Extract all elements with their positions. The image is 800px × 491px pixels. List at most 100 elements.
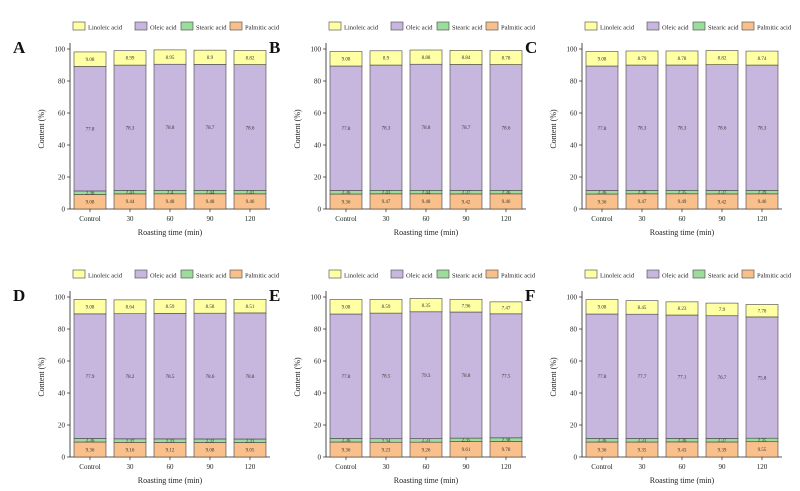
data-label-linoleic: 7.47 xyxy=(502,307,511,312)
y-axis-title: Content (%) xyxy=(549,357,558,397)
bar-segment-oleic xyxy=(193,64,227,191)
legend-swatch-linoleic xyxy=(584,269,598,279)
data-label-stearic: 2.36 xyxy=(86,439,95,444)
x-tick-label: 90 xyxy=(207,215,215,223)
data-label-palmitic: 9.08 xyxy=(206,449,215,454)
data-label-palmitic: 9.44 xyxy=(126,200,135,205)
bar-segment-oleic xyxy=(113,64,147,191)
bar-segment-oleic xyxy=(153,312,187,440)
y-tick-label: 0 xyxy=(574,206,578,214)
bar-segment-oleic xyxy=(329,65,363,191)
y-tick-label: 20 xyxy=(314,422,322,430)
bar-segment-oleic xyxy=(329,313,363,439)
legend-swatch-linoleic xyxy=(584,21,598,31)
data-label-oleic: 78.3 xyxy=(126,127,135,132)
bar-segment-oleic xyxy=(113,313,147,440)
panel-label: C xyxy=(525,38,537,57)
bar-segment-linoleic xyxy=(489,301,523,315)
bar-segment-oleic xyxy=(585,65,619,191)
legend-label-linoleic: Linoleic acid xyxy=(600,273,635,280)
y-tick-label: 60 xyxy=(570,110,578,118)
bar-segment-oleic xyxy=(665,64,699,191)
data-label-oleic: 78.3 xyxy=(678,126,687,131)
data-label-stearic: 2.36 xyxy=(598,439,607,444)
bar-segment-linoleic xyxy=(449,298,483,313)
bar-segment-linoleic xyxy=(625,300,659,315)
data-label-oleic: 77.8 xyxy=(86,128,95,133)
data-label-palmitic: 9.47 xyxy=(382,200,391,205)
data-label-stearic: 2.4 xyxy=(167,191,174,196)
data-label-linoleic: 8.79 xyxy=(638,57,647,62)
bar-segment-oleic xyxy=(73,313,107,439)
data-label-stearic: 2.31 xyxy=(246,440,255,445)
y-axis-title: Content (%) xyxy=(293,357,302,397)
legend-label-stearic: Stearic acid xyxy=(452,273,483,280)
data-label-stearic: 2.36 xyxy=(638,191,647,196)
bar-segment-linoleic xyxy=(329,51,363,67)
y-tick-label: 80 xyxy=(58,78,66,86)
bar-segment-linoleic xyxy=(665,50,699,66)
y-axis-title: Content (%) xyxy=(37,357,46,397)
x-tick-label: 30 xyxy=(127,215,135,223)
data-label-palmitic: 9.36 xyxy=(598,200,607,205)
data-label-oleic: 79.3 xyxy=(422,374,431,379)
legend-swatch-oleic xyxy=(390,21,404,31)
x-tick-label: 60 xyxy=(679,215,687,223)
data-label-stearic: 2.34 xyxy=(382,439,391,444)
data-label-oleic: 78.3 xyxy=(758,127,767,132)
data-label-palmitic: 9.46 xyxy=(502,200,511,205)
data-label-palmitic: 9.12 xyxy=(166,449,175,454)
data-label-palmitic: 9.42 xyxy=(462,200,471,205)
x-axis-title: Roasting time (min) xyxy=(650,228,715,237)
data-label-linoleic: 8.35 xyxy=(422,304,431,309)
x-axis-title: Roasting time (min) xyxy=(394,476,459,485)
y-tick-label: 80 xyxy=(314,326,322,334)
legend-label-oleic: Oleic acid xyxy=(662,273,689,280)
bar-segment-oleic xyxy=(369,312,403,440)
bar-segment-linoleic xyxy=(369,50,403,66)
data-label-palmitic: 9.48 xyxy=(206,200,215,205)
data-label-stearic: 2.37 xyxy=(718,439,727,444)
legend-swatch-oleic xyxy=(134,21,148,31)
data-label-linoleic: 8.95 xyxy=(166,56,175,61)
y-tick-label: 60 xyxy=(58,358,66,366)
chart-panel-b: B Linoleic acid Oleic acid Stearic acid Palm… xyxy=(269,21,536,237)
bar-segment-oleic xyxy=(489,64,523,191)
y-tick-label: 100 xyxy=(55,294,66,302)
data-label-palmitic: 9.36 xyxy=(342,200,351,205)
legend-label-stearic: Stearic acid xyxy=(708,25,739,32)
x-tick-label: 30 xyxy=(383,215,391,223)
legend-swatch-palmitic xyxy=(485,269,499,279)
panel-label: D xyxy=(13,286,25,305)
legend-label-linoleic: Linoleic acid xyxy=(600,25,635,32)
legend-label-linoleic: Linoleic acid xyxy=(88,25,123,32)
data-label-palmitic: 9.49 xyxy=(678,200,687,205)
x-tick-label: 90 xyxy=(463,463,471,471)
bar-segment-linoleic xyxy=(73,299,107,315)
data-label-stearic: 2.44 xyxy=(422,191,431,196)
legend-label-palmitic: Palmitic acid xyxy=(757,273,792,280)
y-tick-label: 20 xyxy=(570,174,578,182)
panel-label: E xyxy=(269,286,280,305)
y-axis-title: Content (%) xyxy=(549,109,558,149)
y-tick-label: 100 xyxy=(311,46,322,54)
bar-segment-oleic xyxy=(233,64,267,191)
data-label-stearic: 2.38 xyxy=(502,438,511,443)
y-tick-label: 100 xyxy=(311,294,322,302)
panel-label: F xyxy=(525,286,535,305)
legend-swatch-palmitic xyxy=(485,21,499,31)
data-label-stearic: 2.44 xyxy=(206,191,215,196)
y-tick-label: 40 xyxy=(58,390,66,398)
x-tick-label: 60 xyxy=(167,215,175,223)
y-tick-label: 100 xyxy=(567,46,578,54)
y-tick-label: 60 xyxy=(58,110,66,118)
data-label-stearic: 2.43 xyxy=(126,191,135,196)
data-label-stearic: 2.33 xyxy=(638,439,647,444)
legend-label-linoleic: Linoleic acid xyxy=(88,273,123,280)
data-label-stearic: 2.36 xyxy=(678,439,687,444)
x-axis-title: Roasting time (min) xyxy=(394,228,459,237)
bar-segment-linoleic xyxy=(705,50,739,65)
data-label-oleic: 78.8 xyxy=(246,375,255,380)
data-label-linoleic: 8.78 xyxy=(678,57,687,62)
data-label-stearic: 2.33 xyxy=(422,439,431,444)
